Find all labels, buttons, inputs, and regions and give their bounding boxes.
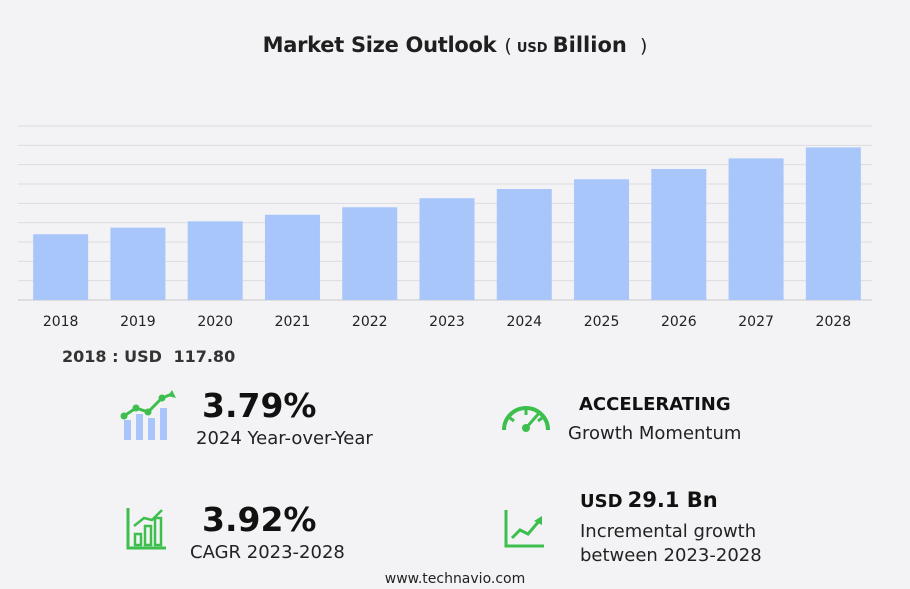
bar-2026 [651,168,707,300]
cagr-value: 3.92% [202,500,317,539]
x-tick-2024: 2024 [506,314,542,330]
chart-title: Market Size Outlook ( USD Billion ) [0,33,910,57]
bar-2021 [264,214,320,300]
incremental-value: 29.1 Bn [627,488,718,512]
trend-up-icon [504,510,544,548]
bar-2018 [33,234,89,300]
x-tick-2027: 2027 [738,314,774,330]
x-tick-2019: 2019 [120,314,156,330]
cagr-label: CAGR 2023-2028 [190,542,345,563]
momentum-value: ACCELERATING [579,394,731,415]
yoy-value: 3.79% [202,386,317,425]
base-year-value: 2018 : USD 117.80 [62,347,235,366]
growth-chart-icon [120,390,176,440]
title-main: Market Size Outlook [262,33,497,57]
x-tick-2021: 2021 [275,314,311,330]
bar-2022 [342,207,398,300]
x-axis-labels: 2018 2019 2020 2021 2022 2023 2024 2025 2026 2027… [43,314,851,330]
base-year-label: 2018 : USD [62,347,162,366]
title-unit-currency: USD [516,41,548,56]
bar-2020 [187,221,243,300]
title-open-paren: ( [504,35,512,57]
bar-2027 [728,158,784,300]
bar-chart: 2018 2019 2020 2021 2022 2023 2024 2025 2026 2027… [18,125,872,330]
title-unit-scale: Billion [552,33,627,57]
yoy-label: 2024 Year-over-Year [196,428,373,449]
x-tick-2020: 2020 [197,314,233,330]
incremental-label-line1: Incremental growth [580,521,757,542]
momentum-label: Growth Momentum [568,423,742,444]
bar-2025 [574,179,630,300]
x-tick-2025: 2025 [584,314,620,330]
x-tick-2018: 2018 [43,314,79,330]
bar-growth-icon [126,508,166,550]
footer-url: www.technavio.com [384,571,526,587]
speedometer-icon [502,406,550,432]
incremental-label-line2: between 2023-2028 [580,545,762,566]
bar-2024 [496,188,552,300]
chart-bars [33,147,861,300]
base-year-number: 117.80 [173,347,236,366]
incremental-currency: USD [580,491,623,512]
x-tick-2028: 2028 [816,314,852,330]
bar-2028 [805,147,861,300]
incremental-value-row: USD 29.1 Bn [580,488,718,512]
title-close-paren: ) [639,35,648,57]
x-tick-2026: 2026 [661,314,697,330]
bar-2023 [419,198,475,300]
x-tick-2023: 2023 [429,314,465,330]
x-tick-2022: 2022 [352,314,388,330]
bar-2019 [110,227,166,300]
